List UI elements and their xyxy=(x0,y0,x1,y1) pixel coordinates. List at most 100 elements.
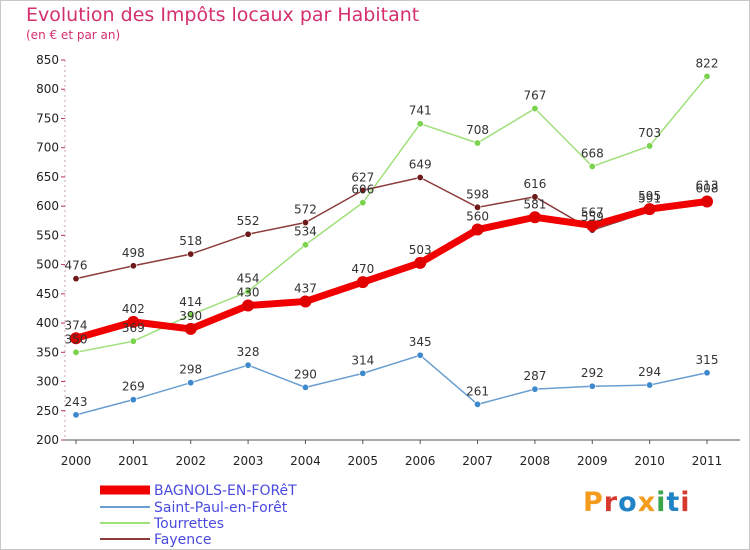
y-tick-label: 700 xyxy=(36,141,59,155)
data-point xyxy=(416,174,424,182)
data-label: 613 xyxy=(696,179,719,193)
data-point xyxy=(127,315,140,328)
data-label: 503 xyxy=(409,243,432,257)
y-tick-label: 800 xyxy=(36,82,59,96)
data-point xyxy=(242,299,255,312)
data-label: 290 xyxy=(294,367,317,381)
data-point xyxy=(244,230,252,238)
data-label: 437 xyxy=(294,281,317,295)
series-lines xyxy=(70,72,713,419)
data-label: 552 xyxy=(237,214,260,228)
data-label: 298 xyxy=(179,363,202,377)
data-label: 294 xyxy=(638,365,661,379)
data-label: 572 xyxy=(294,203,317,217)
data-point xyxy=(588,162,596,170)
legend-label: Tourrettes xyxy=(153,516,224,532)
data-label: 470 xyxy=(351,262,374,276)
data-label: 454 xyxy=(237,272,260,286)
data-label: 369 xyxy=(122,321,145,335)
data-point xyxy=(299,295,312,308)
data-label: 559 xyxy=(581,210,604,224)
data-label: 345 xyxy=(409,335,432,349)
data-point xyxy=(244,361,252,369)
y-tick-label: 500 xyxy=(36,258,59,272)
x-tick-label: 2004 xyxy=(290,454,321,468)
series-line xyxy=(75,354,708,416)
x-tick-label: 2002 xyxy=(175,454,206,468)
y-tick-label: 300 xyxy=(36,375,59,389)
series-line xyxy=(75,75,708,354)
y-tick-label: 750 xyxy=(36,111,59,125)
data-point xyxy=(471,223,484,236)
x-tick-label: 2003 xyxy=(233,454,264,468)
x-tick-label: 2005 xyxy=(348,454,379,468)
data-point xyxy=(187,379,195,387)
y-tick-label: 600 xyxy=(36,199,59,213)
y-tick-label: 650 xyxy=(36,170,59,184)
data-label: 328 xyxy=(237,345,260,359)
data-point xyxy=(531,193,539,201)
legend-label: Fayence xyxy=(154,532,211,548)
data-point xyxy=(301,241,309,249)
data-point xyxy=(474,203,482,211)
y-tick-label: 400 xyxy=(36,316,59,330)
data-label: 822 xyxy=(696,56,719,70)
data-label: 767 xyxy=(523,89,546,103)
y-tick-label: 250 xyxy=(36,404,59,418)
data-label: 350 xyxy=(65,332,88,346)
legend-label: BAGNOLS-EN-FORêT xyxy=(154,483,297,499)
data-label: 269 xyxy=(122,380,145,394)
x-tick-label: 2010 xyxy=(634,454,665,468)
x-tick-label: 2008 xyxy=(520,454,551,468)
data-label: 430 xyxy=(237,286,260,300)
data-point xyxy=(72,411,80,419)
data-label: 292 xyxy=(581,366,604,380)
data-point xyxy=(643,203,656,216)
data-point xyxy=(187,250,195,258)
data-point xyxy=(129,337,137,345)
series-line xyxy=(72,197,711,342)
data-label: 414 xyxy=(179,295,202,309)
data-point xyxy=(646,381,654,389)
chart-title: Evolution des Impôts locaux par Habitant xyxy=(26,4,420,26)
data-point xyxy=(187,311,195,319)
data-label: 649 xyxy=(409,158,432,172)
data-point xyxy=(356,276,369,289)
data-point xyxy=(586,219,599,232)
data-label: 374 xyxy=(65,318,88,332)
data-label: 608 xyxy=(696,181,719,195)
data-label: 243 xyxy=(65,395,88,409)
data-label: 315 xyxy=(696,353,719,367)
data-label: 261 xyxy=(466,384,489,398)
data-label: 591 xyxy=(638,191,661,205)
data-point xyxy=(301,219,309,227)
data-label: 390 xyxy=(179,309,202,323)
data-label: 703 xyxy=(638,126,661,140)
data-point xyxy=(646,142,654,150)
data-label: 534 xyxy=(294,225,317,239)
proxiti-logo: Proxiti xyxy=(583,487,691,518)
data-label: 606 xyxy=(351,183,374,197)
data-point xyxy=(72,348,80,356)
data-point xyxy=(588,382,596,390)
data-labels: 374 402 390 430 437 470 503 560 581 567 595 608 243 2… xyxy=(65,56,719,408)
data-label: 314 xyxy=(351,353,374,367)
series-line xyxy=(75,176,708,280)
data-label: 498 xyxy=(122,246,145,260)
data-label: 708 xyxy=(466,123,489,137)
data-point xyxy=(301,383,309,391)
legend-label: Saint-Paul-en-Forêt xyxy=(154,500,288,516)
data-label: 598 xyxy=(466,187,489,201)
y-tick-label: 350 xyxy=(36,345,59,359)
data-point xyxy=(72,275,80,283)
data-point xyxy=(414,256,427,269)
data-point xyxy=(359,369,367,377)
data-point xyxy=(70,332,82,345)
y-tick-label: 850 xyxy=(36,53,59,67)
axes: 200 250 300 350 400 450 500 550 600 650 700 750 800 8… xyxy=(36,53,740,468)
data-point xyxy=(416,351,424,359)
data-point xyxy=(474,139,482,147)
legend: BAGNOLS-EN-FORêTSaint-Paul-en-ForêtTourr… xyxy=(100,483,297,548)
chart-subtitle: (en € et par an) xyxy=(26,28,121,42)
